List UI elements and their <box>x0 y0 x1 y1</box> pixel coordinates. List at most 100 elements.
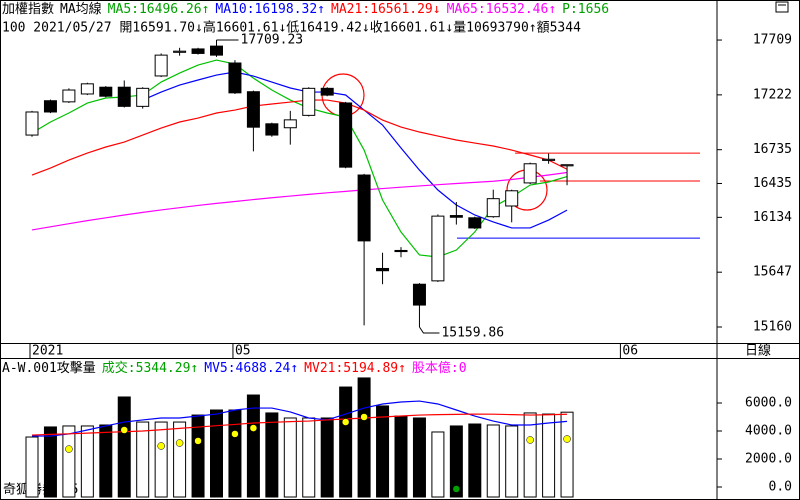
volume-dot <box>194 437 202 445</box>
volume-dot <box>452 485 461 493</box>
header-item: P:1656 <box>562 2 609 17</box>
volume-bar <box>523 412 537 498</box>
candle-body <box>117 86 131 107</box>
volume-bar <box>210 409 223 498</box>
x-tick-label: 05 <box>235 344 251 359</box>
candle-body <box>320 87 334 96</box>
volume-dot <box>526 436 534 444</box>
header-item: MV5:4688.24↑ <box>204 361 298 376</box>
header-item: 加權指數 <box>2 2 54 17</box>
volume-bar <box>99 424 113 498</box>
volume-bar <box>486 424 500 498</box>
volume-bar <box>25 436 39 498</box>
restore-button[interactable] <box>775 1 789 13</box>
volume-bar <box>560 411 574 498</box>
volume-bar <box>136 421 150 498</box>
candle-body <box>191 48 205 54</box>
y-tick-label: 16435 <box>753 176 792 191</box>
candle-body <box>228 62 242 94</box>
candle-body <box>154 54 168 77</box>
volume-bar <box>320 417 334 498</box>
volume-bar <box>505 425 519 498</box>
candle-body <box>173 50 187 53</box>
header-item: MA10:16198.32↑ <box>215 2 325 17</box>
y-tick-label: 15160 <box>753 320 792 335</box>
candle-body <box>265 123 279 136</box>
volume-bar <box>173 421 187 498</box>
annotation-leader <box>419 326 440 334</box>
header-item: MA均線 <box>60 1 102 17</box>
volume-bar <box>376 405 390 498</box>
header-item: MV21:5194.89↑ <box>304 361 406 376</box>
y-tick-label: 15647 <box>753 265 792 280</box>
candle-body <box>99 86 113 97</box>
candle-body <box>302 87 316 116</box>
header-item: MA5:16496.26↑ <box>108 2 210 17</box>
y-tick-label: 2000.0 <box>745 452 792 467</box>
volume-bar <box>43 426 57 498</box>
volume-dot <box>231 430 239 438</box>
volume-bar <box>154 421 168 498</box>
volume-bar <box>265 412 279 498</box>
volume-bar <box>117 396 131 498</box>
header-item: A-W.001攻擊量 <box>2 360 96 376</box>
candle-body <box>542 158 556 161</box>
ma-line <box>31 171 568 231</box>
candle-body <box>449 215 463 218</box>
ma-line <box>142 71 568 229</box>
volume-bar <box>80 425 94 498</box>
volume-bar <box>394 415 408 498</box>
candle-body <box>357 174 371 242</box>
candle-body <box>339 102 353 168</box>
y-tick-label: 17222 <box>753 87 792 102</box>
volume-bar <box>468 423 482 498</box>
volume-bar <box>542 413 556 498</box>
low-annotation: 15159.86 <box>441 326 504 341</box>
volume-bar <box>431 431 445 498</box>
volume-bar <box>283 417 297 498</box>
volume-dot <box>65 445 73 453</box>
volume-bar <box>302 417 316 498</box>
volume-bar <box>339 386 353 498</box>
volume-dot <box>157 442 165 450</box>
header-item: MA65:16532.46↑ <box>447 2 557 17</box>
candle-body <box>25 111 39 136</box>
volume-dot <box>120 426 128 434</box>
candle-body <box>505 190 519 207</box>
volume-dot <box>360 413 368 421</box>
header-item: 成交:5344.29↑ <box>102 360 198 376</box>
ma-line <box>31 99 568 176</box>
candle-body <box>394 249 408 253</box>
y-tick-label: 0.0 <box>769 480 792 495</box>
candle-body <box>246 91 260 128</box>
candle-body <box>523 163 537 184</box>
volume-dot <box>563 435 571 443</box>
candle-body <box>43 100 57 113</box>
volume-dot <box>175 439 184 447</box>
x-tick-label: 06 <box>622 344 638 359</box>
volume-bar <box>357 377 371 498</box>
volume-dot <box>341 418 350 426</box>
volume-dot <box>249 424 258 432</box>
subheader: 100 2021/05/27 開16591.70↓高16601.61↓低1641… <box>2 20 581 36</box>
y-tick-label: 16735 <box>753 142 792 157</box>
candle-body <box>210 45 223 56</box>
header: 加權指數 MA均線 MA5:16496.26↑ MA10:16198.32↑ MA21:… <box>2 1 609 17</box>
y-tick-label: 16134 <box>753 210 792 225</box>
y-tick-label: 17709 <box>753 33 792 48</box>
y-tick-label: 6000.0 <box>745 396 792 411</box>
high-annotation: 17709.23 <box>241 33 304 48</box>
volume-bar <box>228 409 242 498</box>
window-controls <box>775 1 789 13</box>
period-label: 日線 <box>745 343 771 359</box>
x-tick-label: 2021 <box>32 344 63 359</box>
candle-body <box>468 217 482 229</box>
header-item: MA21:16561.29↓ <box>331 2 441 17</box>
candle-body <box>376 267 390 272</box>
candle-body <box>431 215 445 282</box>
volume-bar <box>191 414 205 498</box>
y-tick-label: 4000.0 <box>745 424 792 439</box>
candle-body <box>80 83 94 95</box>
volume-bar <box>412 417 426 498</box>
